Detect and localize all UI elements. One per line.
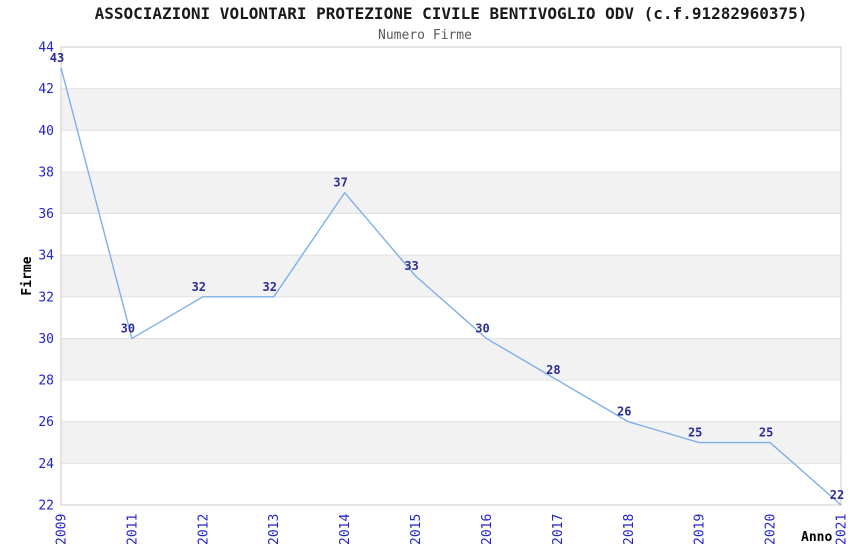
y-tick-label: 40 (38, 124, 54, 139)
y-tick-label: 30 (38, 332, 54, 347)
plot-band (61, 255, 841, 297)
plot-band (61, 338, 841, 381)
plot-band (61, 88, 841, 131)
y-tick-label: 34 (38, 249, 54, 264)
x-tick-label: 2017 (551, 514, 566, 545)
data-label: 33 (404, 259, 418, 273)
data-label: 26 (617, 405, 631, 419)
plot-band (61, 171, 841, 214)
y-tick-label: 24 (38, 457, 54, 472)
x-tick-label: 2014 (338, 514, 353, 545)
plot-border (60, 46, 842, 506)
chart-subtitle: Numero Firme (378, 28, 472, 43)
x-tick-label: 2011 (125, 514, 140, 545)
x-tick-label: 2019 (693, 514, 708, 545)
y-tick-label: 32 (38, 290, 54, 305)
x-tick-label: 2012 (196, 514, 211, 545)
data-label: 32 (192, 280, 206, 294)
data-label: 37 (333, 176, 347, 190)
data-label: 25 (759, 426, 773, 440)
chart-title: ASSOCIAZIONI VOLONTARI PROTEZIONE CIVILE… (94, 4, 808, 23)
data-label: 32 (263, 280, 277, 294)
data-label: 43 (50, 51, 64, 65)
x-tick-label: 2013 (267, 514, 282, 545)
x-tick-label: 2021 (835, 514, 850, 545)
x-tick-label: 2009 (55, 514, 70, 545)
y-axis-title: Firme (20, 256, 35, 295)
data-label: 25 (688, 426, 702, 440)
x-axis-title: Anno (801, 530, 832, 545)
y-tick-label: 26 (38, 415, 54, 430)
y-tick-label: 38 (38, 165, 54, 180)
series-line (60, 67, 842, 506)
y-tick-label: 36 (38, 207, 54, 222)
data-label: 30 (121, 321, 135, 335)
y-tick-label: 44 (38, 41, 54, 56)
y-tick-label: 28 (38, 374, 54, 389)
x-tick-label: 2018 (622, 514, 637, 545)
y-tick-label: 22 (38, 499, 54, 514)
data-label: 22 (830, 488, 844, 502)
x-tick-label: 2016 (480, 514, 495, 545)
data-label: 30 (475, 321, 489, 335)
x-tick-label: 2020 (764, 514, 779, 545)
x-tick-label: 2015 (409, 514, 424, 545)
data-label: 28 (546, 363, 560, 377)
y-tick-label: 42 (38, 82, 54, 97)
